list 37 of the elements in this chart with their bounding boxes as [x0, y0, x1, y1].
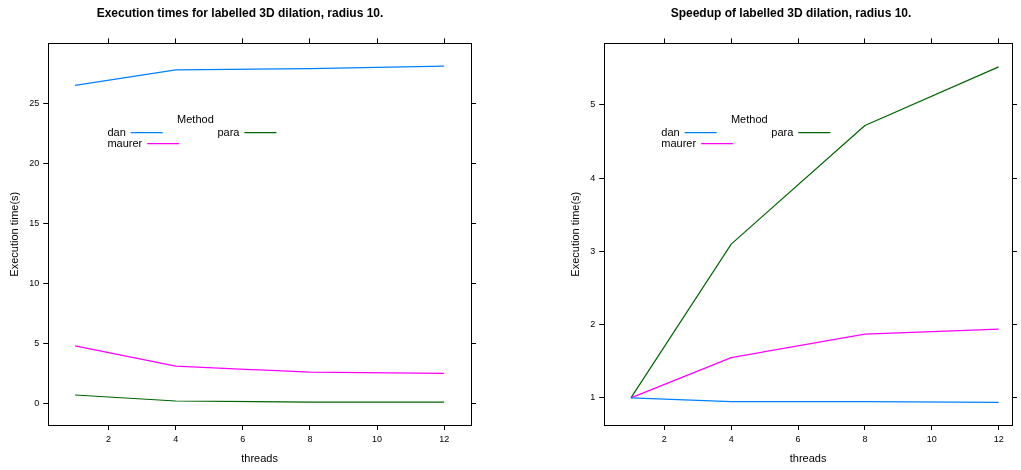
- x-axis-title: threads: [789, 452, 827, 465]
- x-tick-label: 10: [926, 433, 937, 444]
- y-tick-label: 0: [34, 397, 40, 408]
- y-tick-label: 10: [29, 277, 40, 288]
- legend-title: Method: [177, 112, 214, 125]
- y-tick-label: 1: [590, 392, 596, 403]
- legend-label: para: [771, 125, 795, 138]
- legend-label: para: [217, 125, 241, 138]
- y-tick-label: 5: [590, 99, 596, 110]
- legend-label: maurer: [661, 136, 697, 149]
- y-axis-title: Execution time(s): [568, 191, 581, 277]
- chart-title: Execution times for labelled 3D dilation, radius 10.: [96, 5, 384, 20]
- y-tick-label: 5: [34, 337, 40, 348]
- y-tick-label: 20: [29, 157, 40, 168]
- x-tick-label: 4: [173, 433, 179, 444]
- x-tick-label: 2: [106, 433, 112, 444]
- x-tick-label: 8: [862, 433, 868, 444]
- legend-label: dan: [107, 125, 126, 138]
- x-tick-label: 8: [307, 433, 313, 444]
- chart-title: Speedup of labelled 3D dilation, radius 10.: [670, 5, 912, 20]
- y-tick-label: 25: [29, 97, 40, 108]
- y-tick-label: 4: [590, 172, 596, 183]
- x-tick-label: 12: [439, 433, 450, 444]
- x-tick-label: 6: [795, 433, 801, 444]
- y-tick-label: 15: [29, 217, 40, 228]
- y-tick-label: 3: [590, 245, 596, 256]
- x-tick-label: 10: [372, 433, 383, 444]
- legend-label: maurer: [107, 136, 143, 149]
- y-axis-title: Execution time(s): [7, 191, 20, 277]
- x-tick-label: 4: [728, 433, 734, 444]
- x-axis-title: threads: [241, 452, 279, 465]
- x-tick-label: 2: [661, 433, 667, 444]
- legend-label: dan: [661, 125, 680, 138]
- y-tick-label: 2: [590, 319, 596, 330]
- x-tick-label: 12: [993, 433, 1004, 444]
- legend-title: Method: [730, 112, 768, 125]
- x-tick-label: 6: [240, 433, 246, 444]
